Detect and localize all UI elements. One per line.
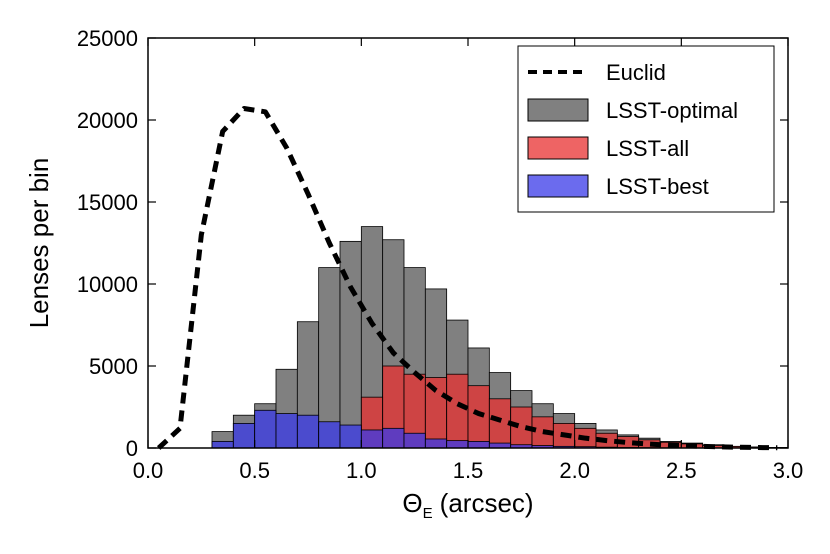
x-tick-label: 0.0 [133, 458, 164, 483]
lsst-best-bar [211, 441, 234, 449]
lsst-best-bar [275, 413, 298, 449]
lsst-all-bar [488, 398, 512, 449]
legend-lsst-optimal-swatch [527, 98, 589, 122]
x-axis-title: ΘE (arcsec) [402, 488, 533, 522]
lsst-best-bar [339, 424, 362, 449]
legend-lsst-all-label: LSST-all [606, 136, 689, 161]
y-tick-label: 0 [126, 436, 138, 461]
lsst-best-bar [382, 427, 405, 449]
y-tick-label: 10000 [77, 272, 138, 297]
legend-lsst-all-swatch [527, 136, 589, 160]
y-axis-title: Lenses per bin [24, 158, 54, 329]
lsst-best-bar [446, 440, 469, 449]
x-axis-subscript: E [423, 505, 433, 522]
euclid-line [156, 106, 778, 451]
lsst-best-bar [467, 441, 490, 449]
x-tick-label: 3.0 [773, 458, 804, 483]
legend-lsst-best-swatch [527, 174, 589, 198]
lsst-best-bar [232, 422, 256, 449]
x-tick-label: 2.5 [666, 458, 697, 483]
lsst-best-bar [424, 438, 448, 449]
x-axis-symbol: Θ [402, 488, 422, 518]
legend-euclid-label: Euclid [606, 60, 666, 85]
lsst-best-bar [318, 421, 341, 449]
y-tick-label: 5000 [89, 354, 138, 379]
y-tick-label: 15000 [77, 190, 138, 215]
y-tick-label: 25000 [77, 26, 138, 51]
x-tick-label: 1.0 [346, 458, 377, 483]
ticks-layer: 0.0 0.5 1.0 1.5 2.0 2.5 3.0 0 5000 10000 15000 2000… [77, 26, 803, 483]
x-tick-label: 0.5 [239, 458, 270, 483]
legend-lsst-best-label: LSST-best [606, 174, 709, 199]
y-tick-label: 20000 [77, 108, 138, 133]
x-tick-label: 2.0 [559, 458, 590, 483]
euclid-line-layer [156, 106, 778, 451]
x-tick-label: 1.5 [453, 458, 484, 483]
lsst-optimal-bar [318, 267, 341, 449]
lsst-best-bar [296, 414, 320, 449]
legend: Euclid LSST-optimal LSST-all LSST-best [517, 45, 775, 213]
lsst-best-bar [360, 429, 384, 449]
lsst-all-bar [446, 373, 469, 449]
lsst-best-bar [403, 432, 426, 449]
bars-layer [211, 226, 789, 449]
lsst-best-bar [254, 409, 277, 449]
legend-lsst-optimal-label: LSST-optimal [606, 98, 738, 123]
x-axis-unit: (arcsec) [440, 488, 534, 518]
lsst-all-bar [467, 385, 490, 449]
